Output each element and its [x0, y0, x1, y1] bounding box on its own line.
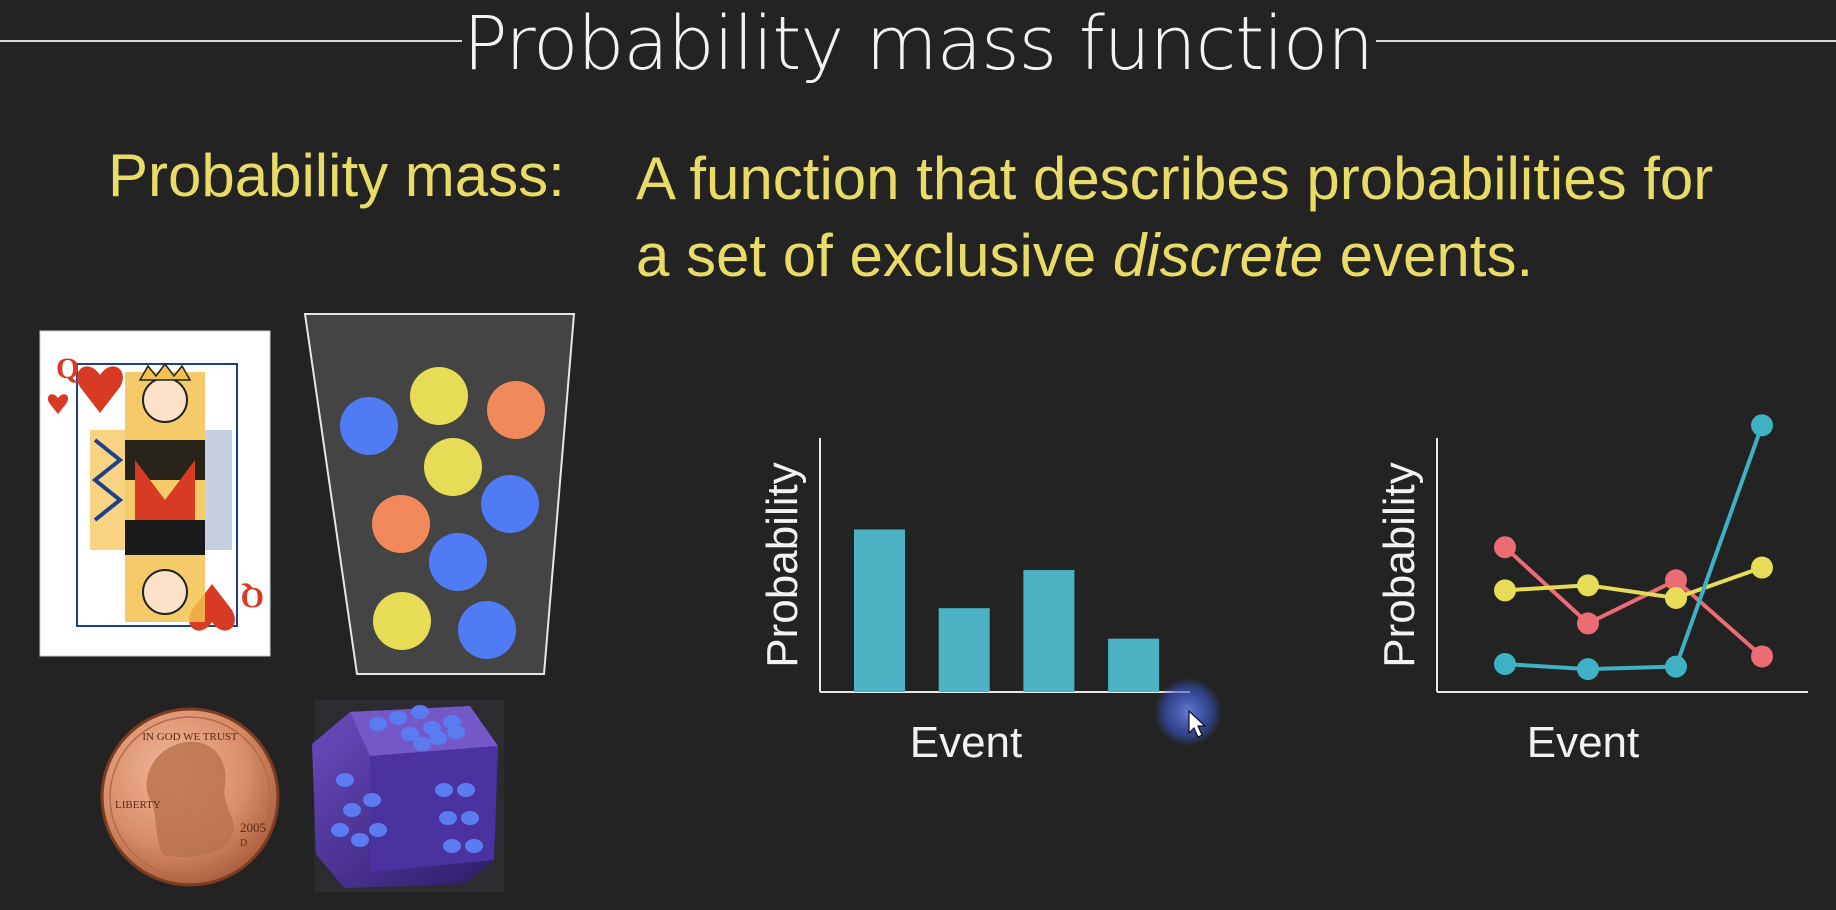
heart-icon [77, 366, 123, 413]
die-pip [401, 727, 419, 741]
card-rank-top: Q [56, 352, 79, 385]
coin-mint-mark: D [240, 838, 247, 849]
series-1-point-3 [1665, 569, 1687, 592]
line-chart-ylabel: Probability [1375, 462, 1424, 667]
bar-chart-xlabel: Event [910, 718, 1023, 767]
line-chart-series [1494, 414, 1773, 681]
bar-4 [1108, 638, 1160, 692]
urn-balls [340, 367, 545, 659]
definition-term: Probability mass: [108, 142, 565, 209]
series-2-point-1 [1494, 579, 1516, 602]
bar-3 [1023, 570, 1075, 692]
die-pip [343, 803, 361, 817]
die-pip [439, 811, 457, 825]
urn-ball-yellow [410, 367, 468, 425]
die-pip [413, 737, 431, 751]
series-2-point-3 [1665, 587, 1687, 610]
series-2-point-4 [1751, 556, 1773, 579]
queen-of-hearts-card: Q Q [39, 330, 271, 657]
bar-chart-bars [854, 529, 1160, 692]
series-3-point-1 [1494, 653, 1516, 676]
series-line-2 [1504, 565, 1763, 601]
die-pip [389, 711, 407, 725]
die-pip [447, 725, 465, 739]
definition-text: A function that describes probabilities … [636, 140, 1713, 294]
urn-ball-orange [372, 495, 430, 553]
coin-year: 2005 [240, 820, 266, 835]
bar-chart-ylabel: Probability [758, 462, 807, 667]
die-pip [369, 717, 387, 731]
dice-pips [331, 705, 483, 853]
series-3-point-3 [1665, 655, 1687, 678]
urn-ball-yellow [424, 438, 482, 496]
urn-ball-blue [429, 533, 487, 591]
die-pip [443, 839, 461, 853]
die-pip [465, 839, 483, 853]
definition-line-1: A function that describes probabilities … [636, 145, 1714, 212]
series-1-point-1 [1494, 536, 1516, 559]
die-pip [435, 783, 453, 797]
line-chart: Probability Event [1375, 414, 1808, 767]
urn-ball-blue [481, 475, 539, 533]
series-1-point-2 [1577, 612, 1599, 635]
urn-ball-yellow [373, 592, 431, 650]
series-3-point-4 [1751, 414, 1773, 437]
definition-line-2-end: events. [1323, 222, 1534, 289]
die-pip [411, 705, 429, 719]
die-image [312, 700, 504, 892]
card-rank-bottom: Q [241, 581, 264, 614]
die-pip [457, 783, 475, 797]
urn-ball-blue [458, 601, 516, 659]
line-chart-xlabel: Event [1527, 718, 1640, 767]
penny-coin: IN GOD WE TRUST LIBERTY 2005 D [100, 707, 280, 887]
bar-chart: Probability Event [758, 438, 1190, 767]
die-pip [461, 811, 479, 825]
die-pip [331, 823, 349, 837]
series-3-point-2 [1577, 658, 1599, 681]
series-2-point-2 [1577, 574, 1599, 597]
cursor-arrow-icon [1188, 709, 1207, 738]
urn-ball-orange [487, 381, 545, 439]
die-pip [369, 823, 387, 837]
title-rule-right [1376, 40, 1836, 42]
heart-icon [47, 394, 69, 414]
series-line-3 [1504, 424, 1764, 672]
definition-line-2: a set of exclusive discrete events. [636, 217, 1713, 294]
ball-urn [303, 313, 576, 675]
die-pip [336, 773, 354, 787]
definition-emphasis: discrete [1112, 222, 1323, 289]
title-rule-left [0, 40, 462, 42]
series-1-point-4 [1751, 645, 1773, 668]
die-pip [429, 731, 447, 745]
coin-motto: IN GOD WE TRUST [142, 731, 238, 743]
die-pip [351, 833, 369, 847]
bar-1 [854, 529, 905, 692]
series-line-1 [1503, 545, 1764, 658]
mouse-cursor [1154, 678, 1222, 746]
bar-2 [938, 608, 990, 692]
urn-ball-blue [340, 397, 398, 455]
definition-line-2-start: a set of exclusive [636, 222, 1113, 289]
die-pip [363, 793, 381, 807]
coin-liberty: LIBERTY [115, 799, 161, 811]
slide-title: Probability mass function [462, 1, 1374, 87]
